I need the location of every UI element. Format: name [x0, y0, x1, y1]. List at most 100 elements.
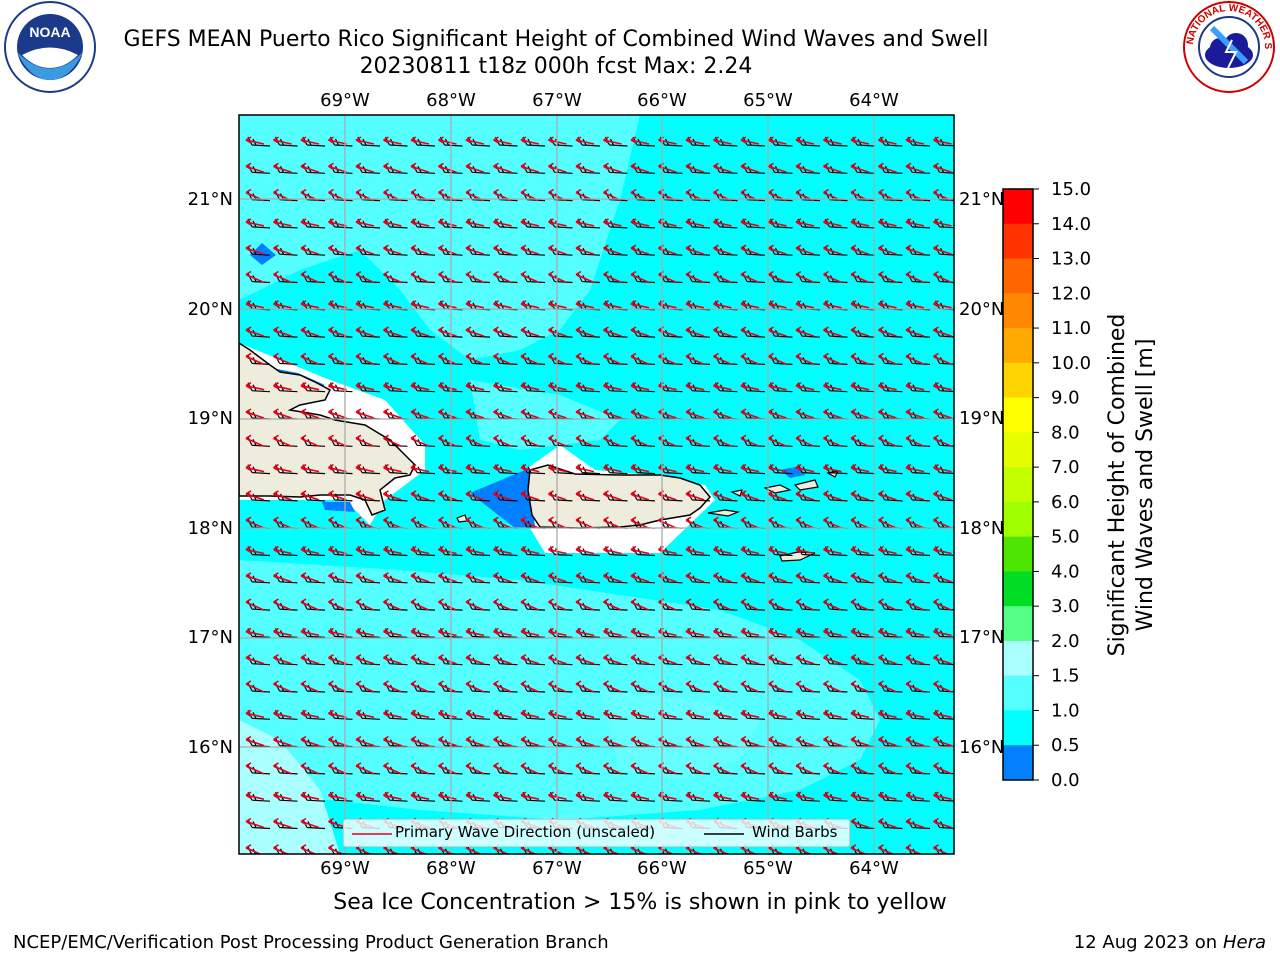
- wave-direction-arrow: [768, 382, 787, 391]
- wave-direction-arrow: [273, 735, 292, 747]
- map-legend: Primary Wave Direction (unscaled) Wind B…: [343, 819, 850, 847]
- wave-direction-arrow: [630, 136, 650, 145]
- chart-subtitle: 20230811 t18z 000h fcst Max: 2.24: [359, 54, 753, 79]
- wave-direction-arrow: [300, 817, 320, 829]
- wave-direction-arrow: [823, 709, 842, 719]
- wave-direction-arrow: [410, 463, 430, 473]
- colorbar-label: 9.0: [1051, 388, 1080, 409]
- wave-direction-arrow: [685, 627, 705, 637]
- wave-direction-arrow: [493, 735, 512, 747]
- wave-direction-arrow: [245, 516, 265, 529]
- colorbar-swatch: [1003, 397, 1033, 433]
- wave-direction-arrow: [713, 572, 732, 583]
- wave-direction-arrow: [795, 162, 815, 174]
- wave-direction-arrow: [878, 162, 897, 174]
- colorbar-label: 4.0: [1051, 561, 1080, 582]
- wave-direction-arrow: [383, 408, 402, 419]
- wave-direction-arrow: [630, 382, 650, 391]
- wave-direction-arrow: [905, 627, 925, 637]
- wave-direction-arrow: [850, 709, 870, 719]
- wave-direction-arrow: [300, 627, 320, 637]
- wave-direction-arrow: [245, 136, 265, 145]
- wave-direction-arrow: [933, 326, 952, 337]
- wave-direction-arrow: [713, 516, 732, 529]
- wave-direction-arrow: [713, 545, 732, 555]
- wave-direction-arrow: [355, 218, 375, 227]
- wave-direction-arrow: [740, 791, 760, 800]
- wave-direction-arrow: [273, 244, 292, 255]
- wave-direction-arrow: [905, 680, 925, 693]
- wave-direction-arrow: [630, 490, 650, 501]
- wave-direction-arrow: [685, 300, 705, 309]
- wave-direction-arrow: [823, 762, 842, 775]
- wave-direction-arrow: [850, 844, 867, 854]
- wave-direction-arrow: [383, 680, 402, 693]
- wave-direction-arrow: [245, 434, 265, 448]
- wave-direction-arrow: [768, 680, 787, 693]
- wave-direction-arrow: [768, 654, 787, 665]
- wave-direction-arrow: [740, 735, 760, 747]
- wave-direction-arrow: [905, 572, 925, 583]
- wave-direction-arrow: [823, 490, 842, 501]
- wave-direction-arrow: [245, 545, 265, 555]
- wave-direction-arrow: [438, 627, 457, 637]
- wave-direction-arrow: [713, 434, 732, 448]
- lon-tick-bottom: 69°W: [320, 858, 370, 879]
- wave-direction-arrow: [273, 598, 292, 611]
- wave-direction-arrow: [685, 244, 705, 255]
- wave-direction-arrow: [410, 244, 430, 255]
- wave-direction-arrow: [878, 382, 897, 391]
- wave-direction-arrow: [713, 680, 732, 693]
- wave-direction-arrow: [383, 516, 402, 529]
- wave-direction-arrow: [245, 326, 265, 337]
- colorbar-label: 7.0: [1051, 457, 1080, 478]
- lat-tick-left: 19°N: [188, 408, 233, 429]
- wave-direction-arrow: [850, 490, 870, 501]
- lon-tick-bottom: 66°W: [637, 858, 687, 879]
- wave-direction-arrow: [493, 654, 512, 665]
- wave-direction-arrow: [713, 300, 732, 309]
- lat-tick-left: 20°N: [188, 299, 233, 320]
- wave-direction-arrow: [850, 300, 870, 309]
- wave-direction-arrow: [768, 244, 787, 255]
- wave-direction-arrow: [575, 791, 595, 800]
- wave-direction-arrow: [328, 762, 347, 775]
- wave-direction-arrow: [383, 326, 402, 337]
- wave-direction-arrow: [273, 434, 292, 448]
- wave-direction-arrow: [685, 735, 705, 747]
- wave-direction-arrow: [245, 627, 265, 637]
- wave-direction-arrow: [630, 680, 650, 693]
- wave-direction-arrow: [438, 270, 457, 284]
- wave-direction-arrow: [823, 572, 842, 583]
- wave-direction-arrow: [355, 270, 375, 284]
- colorbar-label: 13.0: [1051, 249, 1091, 270]
- wave-direction-arrow: [465, 382, 485, 391]
- wave-direction-arrow: [465, 218, 485, 227]
- colorbar-swatch: [1003, 362, 1033, 399]
- wave-direction-arrow: [795, 326, 815, 337]
- colorbar-labels: 15.0 14.0 13.0 12.0 11.0 10.0 9.0 8.0 7.0 6.0 5.0 4…: [1033, 179, 1091, 791]
- wave-direction-arrow: [768, 762, 787, 775]
- wave-direction-arrow: [795, 382, 815, 391]
- wave-direction-arrow: [823, 244, 842, 255]
- wave-direction-arrow: [438, 654, 457, 665]
- colorbar-swatch: [1003, 606, 1033, 642]
- wave-direction-arrow: [878, 516, 897, 529]
- wave-direction-arrow: [575, 735, 595, 747]
- wave-direction-arrow: [878, 136, 897, 145]
- wave-direction-arrow: [520, 352, 540, 366]
- wave-direction-arrow: [878, 627, 897, 637]
- colorbar-swatch: [1003, 432, 1033, 468]
- wave-direction-arrow: [355, 654, 375, 665]
- wave-direction-arrow: [273, 326, 292, 337]
- colorbar-label: 3.0: [1051, 596, 1080, 617]
- wave-direction-arrow: [933, 709, 952, 719]
- wave-direction-arrow: [905, 408, 925, 419]
- wave-direction-arrow: [410, 162, 430, 174]
- wave-direction-arrow: [603, 627, 622, 637]
- wave-direction-arrow: [355, 735, 375, 747]
- wave-direction-arrow: [630, 463, 650, 473]
- wave-direction-arrow: [355, 382, 375, 391]
- wave-direction-arrow: [768, 352, 787, 366]
